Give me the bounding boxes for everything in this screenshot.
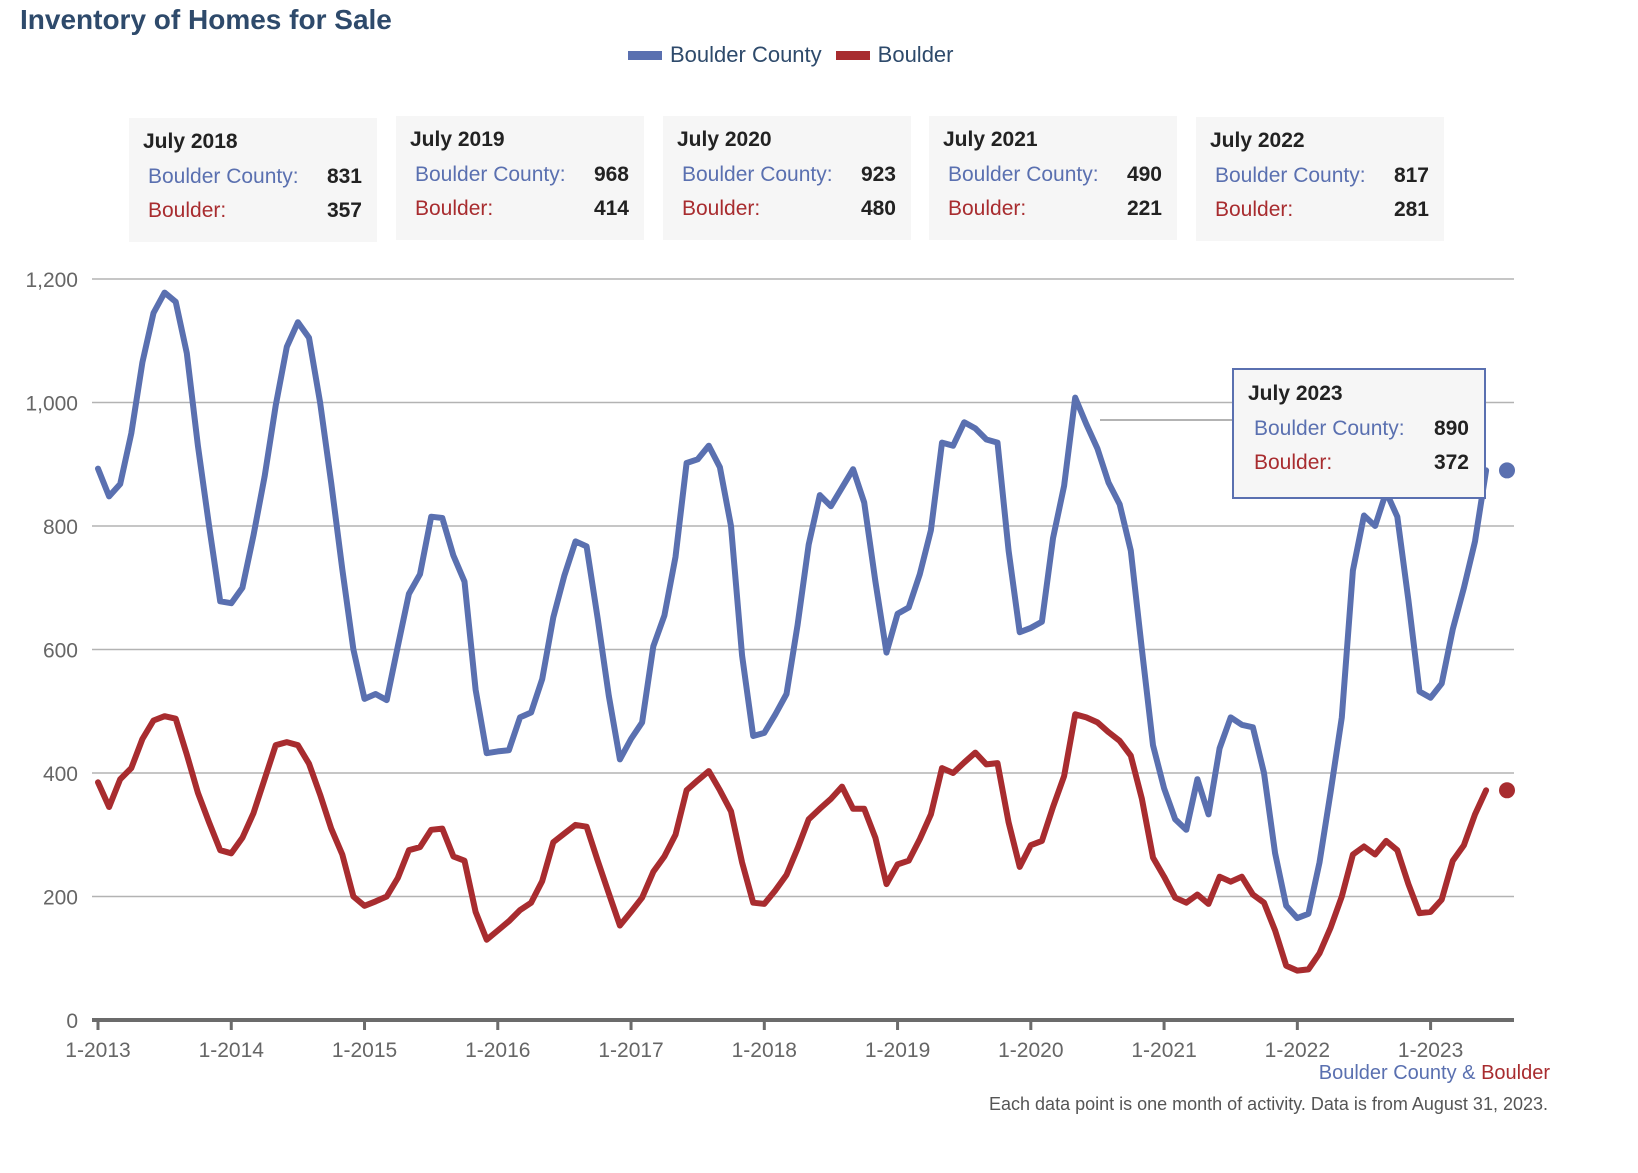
x-tick-label: 1-2013	[65, 1039, 130, 1062]
y-tick-label: 600	[43, 640, 78, 663]
summary-card-2022: July 2022 Boulder County: 817 Boulder: 281	[1196, 117, 1444, 241]
summary-card-2019: July 2019 Boulder County: 968 Boulder: 414	[396, 116, 644, 240]
card-bc-label: Boulder County:	[682, 163, 833, 186]
tooltip-bc-value: 890	[1433, 417, 1469, 440]
legend-swatch-boulder	[835, 50, 870, 60]
card-bc-label: Boulder County:	[1215, 164, 1366, 187]
y-tick-label: 1,000	[25, 393, 78, 416]
card-period: July 2022	[1210, 129, 1305, 152]
card-bc-value: 490	[1126, 163, 1162, 186]
y-tick-label: 1,200	[25, 269, 78, 292]
card-b-label: Boulder:	[415, 197, 494, 220]
card-bc-value: 817	[1393, 164, 1429, 187]
summary-card-2018: July 2018 Boulder County: 831 Boulder: 357	[129, 118, 377, 242]
x-tick-label: 1-2018	[732, 1039, 797, 1062]
card-period: July 2020	[677, 128, 772, 151]
card-b-value: 480	[860, 197, 896, 220]
legend: Boulder County Boulder	[628, 42, 968, 68]
endpoint-marker-boulder-county	[1499, 462, 1515, 479]
card-bc-label: Boulder County:	[148, 165, 299, 188]
x-tick-label: 1-2022	[1265, 1039, 1330, 1062]
x-tick-label: 1-2017	[598, 1039, 663, 1062]
source-boulder: Boulder	[1481, 1062, 1550, 1084]
tooltip-b-value: 372	[1433, 451, 1469, 474]
y-tick-label: 200	[43, 887, 78, 910]
series-source-label: Boulder County & Boulder	[1319, 1062, 1550, 1085]
card-period: July 2021	[943, 128, 1038, 151]
card-bc-label: Boulder County:	[948, 163, 1099, 186]
series-line-boulder	[95, 711, 1490, 974]
legend-item-boulder[interactable]: Boulder	[835, 42, 954, 68]
series-line-boulder-county	[95, 289, 1490, 922]
card-b-label: Boulder:	[682, 197, 761, 220]
source-ampersand: &	[1456, 1062, 1482, 1084]
legend-label: Boulder	[877, 42, 954, 67]
tooltip-b-label: Boulder:	[1254, 451, 1333, 474]
x-tick-label: 1-2015	[332, 1039, 397, 1062]
card-b-value: 414	[593, 197, 629, 220]
summary-card-2021: July 2021 Boulder County: 490 Boulder: 221	[929, 116, 1177, 240]
legend-label: Boulder County	[670, 42, 822, 67]
y-tick-label: 800	[43, 516, 78, 539]
card-b-label: Boulder:	[148, 199, 227, 222]
data-note: Each data point is one month of activity…	[989, 1094, 1548, 1114]
x-tick-label: 1-2014	[199, 1039, 265, 1062]
card-b-value: 357	[326, 199, 362, 222]
card-b-value: 221	[1126, 197, 1162, 220]
endpoint-marker-boulder	[1499, 782, 1515, 799]
card-period: July 2019	[410, 128, 505, 151]
card-b-label: Boulder:	[948, 197, 1027, 220]
x-axis: 1-2013 1-2014 1-2015 1-2016 1-2017 1-2018 1-20…	[65, 1018, 1514, 1062]
x-tick-label: 1-2021	[1131, 1039, 1196, 1062]
card-bc-value: 968	[593, 163, 629, 186]
tooltip-period: July 2023	[1248, 382, 1343, 405]
y-axis-ticks: 0 200 400 600 800 1,000 1,200	[25, 269, 78, 1033]
tooltip-bc-label: Boulder County:	[1254, 417, 1405, 440]
summary-card-2020: July 2020 Boulder County: 923 Boulder: 480	[663, 116, 911, 240]
card-bc-value: 923	[860, 163, 896, 186]
card-b-label: Boulder:	[1215, 198, 1294, 221]
x-tick-label: 1-2016	[465, 1039, 530, 1062]
card-b-value: 281	[1393, 198, 1429, 221]
card-bc-label: Boulder County:	[415, 163, 566, 186]
x-tick-label: 1-2023	[1398, 1039, 1463, 1062]
x-tick-label: 1-2020	[998, 1039, 1063, 1062]
legend-swatch-boulder-county	[628, 50, 662, 60]
legend-item-boulder-county[interactable]: Boulder County	[628, 42, 822, 68]
series-lines	[95, 289, 1515, 974]
y-tick-label: 0	[66, 1010, 78, 1033]
hover-tooltip: July 2023 Boulder County: 890 Boulder: 372	[1232, 368, 1486, 499]
source-boulder-county: Boulder County	[1318, 1062, 1457, 1084]
x-tick-label: 1-2019	[865, 1039, 930, 1062]
card-period: July 2018	[143, 130, 238, 153]
card-bc-value: 831	[326, 165, 362, 188]
y-tick-label: 400	[43, 763, 78, 786]
chart-title: Inventory of Homes for Sale	[20, 4, 392, 35]
